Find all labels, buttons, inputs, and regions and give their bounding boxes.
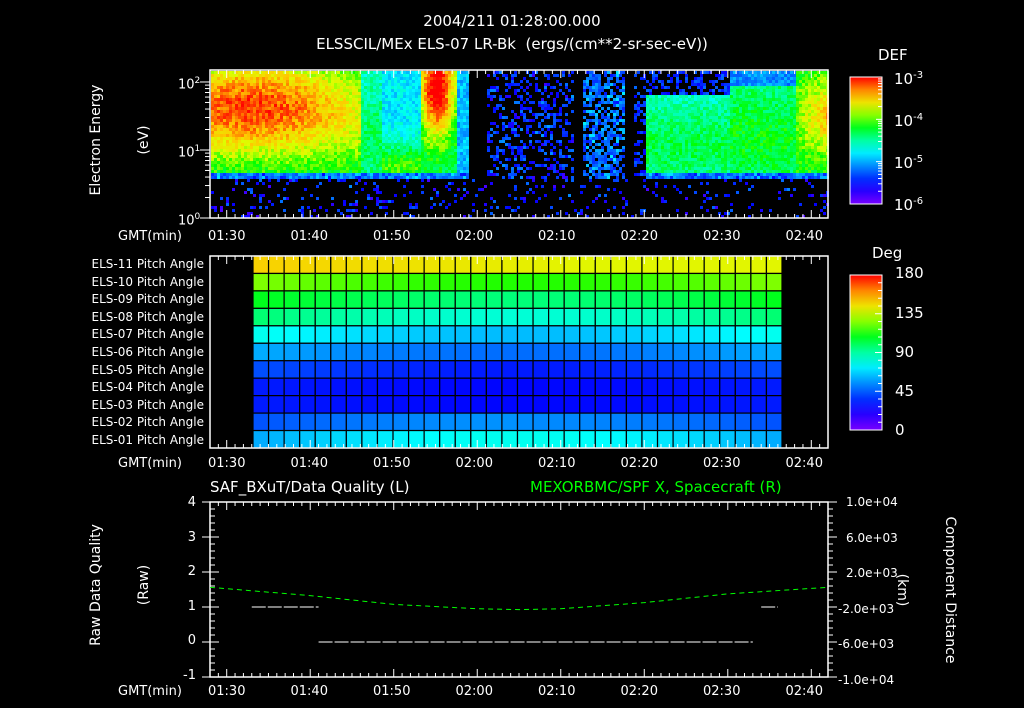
- time-tick-label: 02:40: [785, 684, 823, 699]
- time-tick-label: 01:40: [290, 229, 328, 244]
- pitch-angle-row-label: ELS-11 Pitch Angle: [91, 257, 204, 271]
- time-tick-label: 02:40: [785, 229, 823, 244]
- def-colorbar-tick: 10-3: [894, 70, 924, 88]
- quality-plot-title: SAF_BXuT/Data Quality (L): [210, 478, 410, 496]
- time-tick-label: 02:10: [538, 684, 576, 699]
- deg-colorbar-title: Deg: [872, 244, 903, 262]
- time-tick-label: 01:50: [373, 456, 411, 471]
- time-tick-label: 01:30: [208, 456, 246, 471]
- energy-ylabel: Electron Energy (eV): [56, 70, 168, 210]
- time-tick-label: 02:20: [620, 456, 658, 471]
- spectrogram-cells: [211, 71, 829, 218]
- quality-ylabel: Raw Data Quality (Raw): [56, 505, 168, 665]
- deg-colorbar-tick: 90: [895, 343, 915, 361]
- gmt-axis-label: GMT(min): [118, 229, 182, 244]
- deg-colorbar-tick: 45: [895, 382, 915, 400]
- quality-ytick-label: 3: [187, 529, 196, 545]
- time-tick-label: 02:00: [455, 456, 493, 471]
- distance-ylabel-line1: Component Distance: [942, 516, 958, 664]
- time-tick-label: 02:00: [455, 229, 493, 244]
- gmt-axis-label: GMT(min): [118, 684, 182, 699]
- pitch-angle-row-label: ELS-10 Pitch Angle: [91, 274, 204, 289]
- time-tick-label: 01:50: [373, 229, 411, 244]
- time-tick-label: 02:30: [703, 684, 741, 699]
- time-tick-label: 01:40: [290, 456, 328, 471]
- time-tick-label: 02:30: [703, 456, 741, 471]
- deg-colorbar-tick: 0: [895, 421, 905, 439]
- pitch-angle-row-label: ELS-06 Pitch Angle: [91, 345, 204, 359]
- energy-ytick-1: 100: [178, 212, 201, 229]
- distance-ytick-label: 6.0e+03: [846, 530, 898, 545]
- pitch-angle-row-label: ELS-09 Pitch Angle: [91, 292, 204, 307]
- distance-ytick-label: 1.0e+04: [846, 495, 898, 509]
- time-tick-label: 02:10: [538, 456, 576, 471]
- pitch-angle-row-label: ELS-03 Pitch Angle: [91, 397, 204, 412]
- quality-ylabel-line2: (Raw): [136, 564, 152, 606]
- quality-ytick-label: 4: [187, 495, 196, 510]
- energy-ylabel-line2: (eV): [136, 125, 152, 155]
- def-colorbar-title: DEF: [878, 46, 908, 64]
- gmt-axis-label: GMT(min): [118, 456, 182, 471]
- time-tick-label: 02:10: [538, 229, 576, 244]
- pitch-angle-row-label: ELS-01 Pitch Angle: [91, 433, 204, 447]
- plot-timestamp: 2004/211 01:28:00.000: [423, 12, 601, 30]
- pitch-angle-cells: [252, 255, 783, 449]
- quality-ytick-label: 2: [187, 564, 196, 580]
- distance-ytick-label: -6.0e+03: [838, 637, 895, 651]
- time-tick-label: 02:20: [620, 229, 658, 244]
- energy-ytick-100: 102: [178, 76, 201, 93]
- spacecraft-plot-title: MEXORBMC/SPF X, Spacecraft (R): [530, 478, 782, 496]
- pitch-angle-row-label: ELS-04 Pitch Angle: [91, 380, 204, 395]
- quality-ytick-label: 0: [187, 633, 196, 649]
- time-tick-label: 02:00: [455, 684, 493, 699]
- def-colorbar: [849, 76, 883, 205]
- time-tick-label: 01:40: [290, 684, 328, 699]
- time-tick-label: 02:30: [703, 229, 741, 244]
- spacecraft-x-line: [209, 586, 829, 611]
- pitch-angle-row-label: ELS-08 Pitch Angle: [91, 309, 204, 324]
- time-tick-label: 01:50: [373, 684, 411, 699]
- time-tick-label: 01:30: [208, 229, 246, 244]
- line-plot-frame: [209, 501, 829, 678]
- quality-ytick-label: 1: [187, 598, 196, 614]
- pitch-angle-row-label: ELS-02 Pitch Angle: [91, 415, 204, 430]
- distance-ytick-label: 2.0e+03: [846, 566, 898, 580]
- deg-colorbar-tick: 135: [895, 304, 924, 322]
- quality-ytick-label: -1: [183, 668, 196, 683]
- def-colorbar-tick: 10-6: [894, 196, 924, 214]
- def-colorbar-tick: 10-5: [894, 154, 924, 172]
- def-colorbar-tick: 10-4: [894, 112, 924, 130]
- energy-ylabel-line1: Electron Energy: [88, 84, 104, 196]
- time-tick-label: 01:30: [208, 684, 246, 699]
- quality-ylabel-line1: Raw Data Quality: [88, 524, 104, 646]
- deg-colorbar-tick: 180: [895, 264, 924, 282]
- distance-ytick-label: -2.0e+03: [838, 601, 895, 616]
- plot-title: ELSSCIL/MEx ELS-07 LR-Bk (ergs/(cm**2-sr…: [316, 35, 708, 53]
- time-tick-label: 02:40: [785, 456, 823, 471]
- time-tick-label: 02:20: [620, 684, 658, 699]
- pitch-angle-row-label: ELS-05 Pitch Angle: [91, 362, 204, 377]
- pitch-angle-row-label: ELS-07 Pitch Angle: [91, 327, 204, 342]
- energy-ytick-10: 101: [178, 144, 201, 161]
- distance-ytick-label: -1.0e+04: [838, 672, 895, 687]
